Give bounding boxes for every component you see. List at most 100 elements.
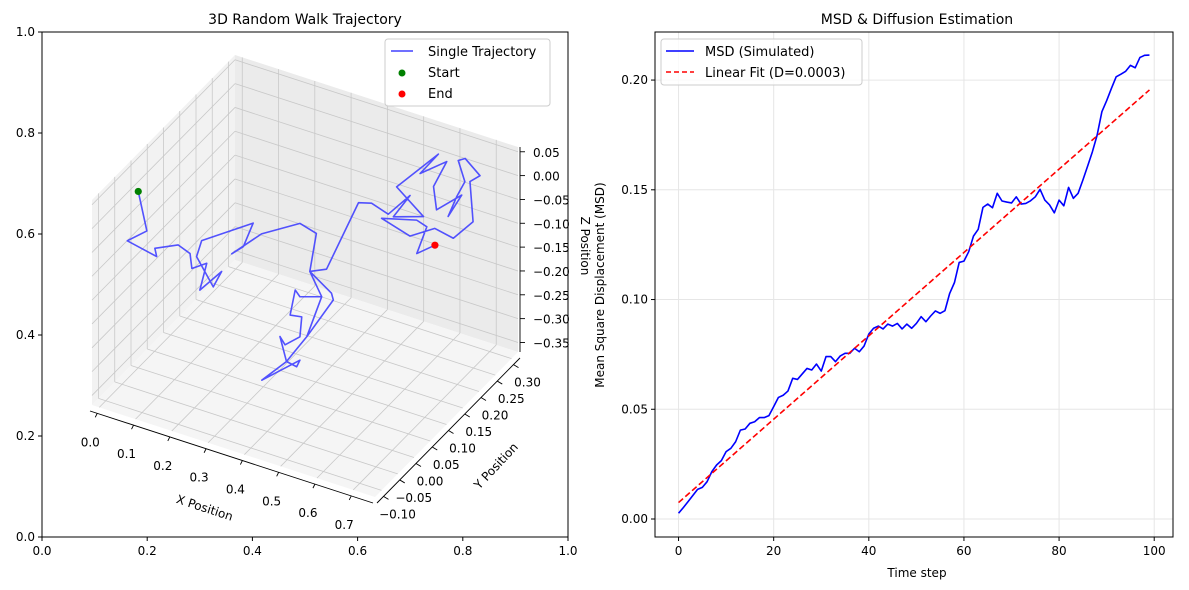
msd-x-tick-label: 40 (861, 544, 876, 558)
y-tick-label-3d: 0.15 (465, 425, 492, 439)
msd-y-tick-label: 0.10 (621, 293, 648, 307)
outer-y-tick-label: 0.2 (16, 429, 35, 443)
outer-x-tick-label: 0.8 (453, 544, 472, 558)
y-tick-3d (480, 397, 487, 401)
grid-z-back (234, 130, 519, 224)
x-tick-3d (348, 495, 352, 501)
grid-y-floor (114, 381, 398, 475)
msd-x-axis-label: Time step (886, 566, 946, 580)
outer-x-tick-label: 0.2 (138, 544, 157, 558)
outer-y-tick-label: 0.0 (16, 530, 35, 544)
y-tick-3d (383, 496, 389, 500)
3d-gridlines (91, 57, 519, 491)
msd-y-tick-label: 0.05 (621, 402, 648, 416)
outer-x-tick-label: 0.4 (243, 544, 262, 558)
z-tick-label-3d: −0.20 (533, 265, 570, 279)
x-tick-3d (312, 483, 316, 489)
y-tick-3d (497, 380, 503, 385)
y-tick-label-3d: 0.30 (514, 376, 541, 390)
y-tick-label-3d: 0.10 (449, 442, 476, 456)
grid-z-side (91, 202, 236, 349)
outer-y-tick-label: 0.8 (16, 126, 35, 140)
msd-x-tick-label: 60 (956, 544, 971, 558)
y-tick-label-3d: −0.10 (379, 507, 416, 521)
legend-label-end: End (428, 87, 453, 102)
legend-label-fit: Linear Fit (D=0.0003) (705, 66, 845, 81)
linear-fit-line (678, 89, 1150, 504)
x-tick-3d (167, 436, 171, 442)
z-tick-label-3d: −0.15 (533, 241, 570, 255)
left-legend: Single Trajectory Start End (384, 38, 551, 107)
x-tick-label-3d: 0.6 (298, 506, 317, 520)
grid-y-floor (228, 266, 512, 359)
grid-z-back (234, 154, 519, 248)
legend-label-trajectory: Single Trajectory (428, 45, 537, 60)
msd-axes-frame (654, 31, 1174, 538)
grid-y-floor (163, 332, 447, 425)
z-tick-label-3d: 0.00 (533, 170, 560, 184)
y-tick-3d (513, 364, 519, 368)
pane-xz (235, 55, 518, 352)
msd-gridlines (655, 32, 1173, 537)
msd-x-tick-label: 0 (675, 544, 683, 558)
legend-box (384, 38, 551, 107)
grid-y-floor (147, 348, 431, 442)
outer-x-tick-label: 0.6 (348, 544, 367, 558)
grid-y-floor (195, 299, 480, 392)
z-tick-label-3d: −0.25 (533, 289, 570, 303)
trajectory-layer (126, 153, 481, 381)
legend-box (660, 38, 863, 86)
x-tick-3d (131, 424, 134, 430)
left-panel: 0.0 0.2 0.4 0.6 0.8 1.0 0.0 0.2 0.4 0.6 0.8 1.0 0.0… (16, 12, 592, 558)
x-tick-label-3d: 0.0 (81, 435, 100, 449)
legend-marker-end (398, 90, 406, 98)
y-tick-label-3d: 0.20 (482, 409, 509, 423)
msd-series-layer (677, 54, 1150, 514)
y-tick-label-3d: 0.00 (417, 474, 444, 488)
right-chart-title: MSD & Diffusion Estimation (821, 12, 1013, 28)
y-tick-3d (399, 479, 405, 484)
3d-axes: 0.0 0.1 0.2 0.3 0.4 0.5 0.6 0.7 −0.10 −0.05 0.00 0.… (81, 146, 570, 532)
x-tick-3d (203, 448, 207, 453)
grid-y-floor (179, 315, 463, 409)
end-point-marker (431, 241, 439, 249)
grid-z-back (234, 250, 519, 343)
grid-z-back (234, 83, 519, 176)
grid-z-back (234, 59, 519, 153)
outer-x-tick-label: 1.0 (558, 544, 577, 558)
start-point-marker (134, 187, 142, 196)
grid-z-side (91, 226, 236, 372)
msd-y-tick-label: 0.15 (621, 183, 648, 197)
grid-z-side (91, 250, 236, 396)
msd-y-axis-label: Mean Square Displacement (MSD) (593, 182, 607, 387)
x-tick-label-3d: 0.2 (153, 459, 172, 473)
y-tick-3d (432, 446, 438, 451)
x-tick-3d (239, 460, 243, 465)
outer-y-tick-label: 1.0 (16, 25, 35, 39)
x-tick-label-3d: 0.1 (117, 447, 136, 461)
z-axis-label-3d: Z Position (578, 217, 592, 276)
legend-label-start: Start (428, 66, 460, 81)
grid-z-side (91, 107, 236, 253)
grid-y-floor (212, 282, 496, 376)
msd-y-tick-label: 0.00 (621, 512, 648, 526)
z-tick-label-3d: −0.35 (533, 336, 570, 350)
trajectory-line (126, 153, 481, 381)
grid-z-side (91, 130, 236, 277)
legend-label-msd: MSD (Simulated) (705, 45, 814, 60)
grid-y-floor (98, 398, 382, 491)
x-tick-label-3d: 0.5 (262, 494, 281, 508)
outer-y-tick-label: 0.6 (16, 227, 35, 241)
right-panel: 0 20 40 60 80 100 0.00 0.05 0.10 0.15 0.20 MSD & D… (593, 12, 1174, 580)
grid-y-floor (130, 365, 415, 458)
right-legend: MSD (Simulated) Linear Fit (D=0.0003) (660, 38, 863, 86)
x-tick-label-3d: 0.4 (226, 483, 245, 497)
outer-y-tick-label: 0.4 (16, 328, 35, 342)
grid-z-side (91, 83, 236, 229)
x-tick-3d (94, 413, 98, 418)
y-tick-3d (415, 463, 422, 467)
x-axis-line-3d (89, 410, 374, 504)
y-tick-label-3d: −0.05 (395, 491, 432, 505)
msd-y-tick-label: 0.20 (621, 73, 648, 87)
